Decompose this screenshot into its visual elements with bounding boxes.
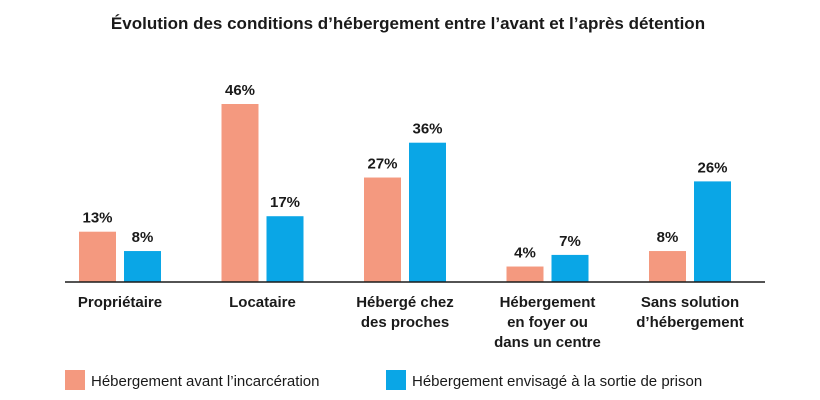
data-label-s2-c2: 17% bbox=[270, 194, 300, 211]
legend-swatch-s1 bbox=[65, 370, 85, 390]
chart-title: Évolution des conditions d’hébergement e… bbox=[111, 14, 705, 33]
category-label-c4-l3: dans un centre bbox=[494, 334, 601, 351]
category-label-c4-l2: en foyer ou bbox=[507, 314, 588, 331]
data-label-s1-c4: 4% bbox=[514, 245, 536, 262]
data-label-s2-c5: 26% bbox=[697, 159, 727, 176]
bar-s1-c1 bbox=[79, 231, 116, 282]
data-label-s2-c4: 7% bbox=[559, 233, 581, 250]
legend-label-s1: Hébergement avant l’incarcération bbox=[91, 373, 319, 390]
legend-label-s2: Hébergement envisagé à la sortie de pris… bbox=[412, 373, 702, 390]
bar-s2-c5 bbox=[694, 181, 731, 282]
category-label-c4-l1: Hébergement bbox=[500, 294, 596, 311]
bar-s2-c3 bbox=[409, 142, 446, 282]
category-label-c3-l1: Hébergé chez bbox=[356, 294, 454, 311]
data-label-s2-c3: 36% bbox=[412, 121, 442, 138]
category-labels-group: Propriétaire Locataire Hébergé chez des pro… bbox=[78, 294, 744, 351]
bar-s1-c2 bbox=[221, 104, 259, 282]
bar-s1-c4 bbox=[506, 266, 544, 282]
legend-swatch-s2 bbox=[386, 370, 406, 390]
bars-group: 13% 8% 46% 17% 27% 36% 4% 7% 8% 26% bbox=[79, 82, 731, 282]
bar-s2-c1 bbox=[124, 251, 161, 282]
category-label-c5-l2: d’hébergement bbox=[636, 314, 744, 331]
legend: Hébergement avant l’incarcération Héberge… bbox=[65, 370, 702, 390]
data-label-s1-c2: 46% bbox=[225, 82, 255, 99]
category-label-c1-l1: Propriétaire bbox=[78, 294, 162, 311]
data-label-s1-c1: 13% bbox=[82, 210, 112, 227]
bar-s1-c3 bbox=[364, 177, 401, 282]
data-label-s1-c3: 27% bbox=[367, 156, 397, 173]
data-label-s2-c1: 8% bbox=[132, 229, 154, 246]
bar-s1-c5 bbox=[649, 251, 686, 282]
data-label-s1-c5: 8% bbox=[657, 229, 679, 246]
category-label-c2-l1: Locataire bbox=[229, 294, 296, 311]
bar-s2-c2 bbox=[266, 216, 304, 282]
category-label-c5-l1: Sans solution bbox=[641, 294, 739, 311]
bar-s2-c4 bbox=[551, 254, 589, 282]
category-label-c3-l2: des proches bbox=[361, 314, 449, 331]
